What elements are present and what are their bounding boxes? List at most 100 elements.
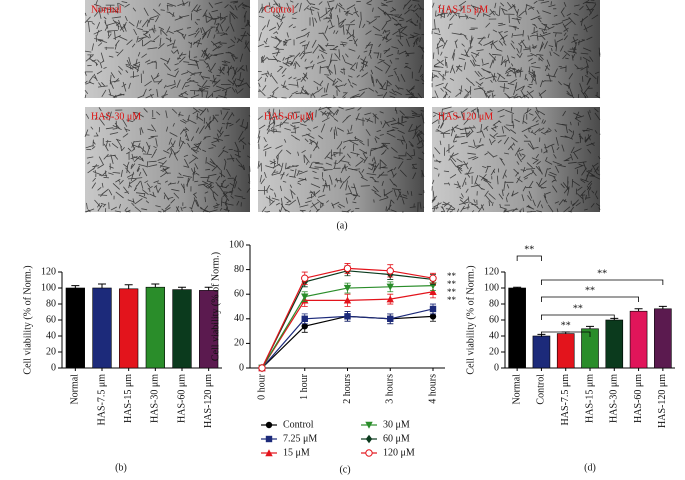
significance-label: ** xyxy=(585,285,595,296)
error-bar xyxy=(634,308,643,312)
significance-label: ** xyxy=(573,303,583,314)
cell-texture xyxy=(257,0,425,99)
panel-caption: (c) xyxy=(339,464,350,475)
cell-texture xyxy=(431,0,601,99)
y-tick-label: 20 xyxy=(489,346,499,357)
x-tick-label: HAS-7.5 μm xyxy=(560,374,571,426)
x-tick-label: HAS-120 μm xyxy=(203,374,214,428)
marker xyxy=(386,267,394,275)
bar xyxy=(508,287,526,369)
annotation: ** xyxy=(447,271,457,281)
panel-caption: (a) xyxy=(336,220,347,231)
marker xyxy=(365,449,373,457)
marker xyxy=(301,322,308,330)
legend-label: 60 μM xyxy=(383,433,410,444)
marker xyxy=(386,283,394,291)
legend-label: 30 μM xyxy=(383,419,410,430)
annotation: ** xyxy=(447,279,457,289)
significance-label: ** xyxy=(524,244,534,255)
marker xyxy=(387,315,394,322)
micrograph: HAS-120 μM xyxy=(431,106,601,213)
bar xyxy=(654,308,672,369)
image-label: HAS-60 μM xyxy=(264,111,314,122)
bar xyxy=(629,310,648,369)
error-bar xyxy=(513,286,522,288)
x-tick-label: HAS-60 μm xyxy=(176,374,187,423)
x-tick-label: HAS-60 μm xyxy=(633,374,644,423)
y-tick-label: 20 xyxy=(234,338,244,349)
micrograph: Normal xyxy=(84,0,251,99)
marker xyxy=(429,313,437,320)
bar xyxy=(145,286,165,369)
significance-bracket xyxy=(541,314,615,320)
bar xyxy=(556,333,575,369)
x-tick-label: Normal xyxy=(511,374,522,405)
y-tick-label: 80 xyxy=(46,298,56,309)
micrograph: HAS-15 μM xyxy=(431,0,601,99)
error-bar xyxy=(586,325,594,329)
y-tick-label: 120 xyxy=(41,266,56,277)
legend-label: 120 μM xyxy=(383,447,415,458)
micrograph: Control xyxy=(257,0,425,99)
cell-texture xyxy=(84,0,251,99)
y-tick-label: 60 xyxy=(234,288,244,299)
legend-label: 15 μM xyxy=(283,447,310,458)
y-tick-label: 40 xyxy=(489,330,499,341)
y-axis-label: Cell viability (% of Norm.) xyxy=(22,265,33,374)
error-bar xyxy=(98,283,106,288)
image-label: HAS-30 μM xyxy=(91,111,141,122)
y-tick-label: 120 xyxy=(484,266,499,277)
x-tick-label: HAS-30 μm xyxy=(150,374,161,423)
micrograph: HAS-60 μM xyxy=(257,106,425,213)
marker xyxy=(301,293,309,301)
y-tick-label: 80 xyxy=(489,298,499,309)
x-tick-label: 1 hour xyxy=(299,373,310,400)
panel-caption: (b) xyxy=(115,462,127,473)
y-tick-label: 100 xyxy=(229,239,244,250)
significance-bracket xyxy=(541,279,664,285)
bar xyxy=(65,287,85,369)
marker xyxy=(265,449,273,457)
error-bar xyxy=(658,305,667,309)
error-bar xyxy=(178,286,186,290)
y-tick-label: 0 xyxy=(494,362,499,373)
x-tick-label: Normal xyxy=(70,374,81,405)
x-tick-label: HAS-30 μm xyxy=(609,374,620,423)
bar xyxy=(119,288,139,369)
marker xyxy=(365,434,373,444)
bar xyxy=(172,289,192,369)
error-bar xyxy=(124,284,133,289)
marker xyxy=(343,296,352,304)
cell-texture xyxy=(84,107,251,213)
error-bar xyxy=(204,286,213,291)
significance-label: ** xyxy=(561,320,571,331)
marker xyxy=(258,364,266,372)
y-axis-label: Cell viability (% of Norm.) xyxy=(465,265,476,374)
marker xyxy=(429,274,437,282)
marker xyxy=(265,421,273,429)
bar xyxy=(532,335,551,369)
image-label: HAS-120 μM xyxy=(438,111,493,122)
error-bar xyxy=(151,283,160,288)
y-tick-label: 0 xyxy=(51,362,56,373)
image-label: HAS-15 μM xyxy=(438,4,488,15)
micrograph: HAS-30 μM xyxy=(84,107,251,213)
marker xyxy=(429,305,437,313)
y-tick-label: 40 xyxy=(46,330,56,341)
cell-texture xyxy=(431,106,601,213)
significance-bracket xyxy=(516,255,542,261)
marker xyxy=(386,295,394,303)
bar xyxy=(605,319,624,369)
significance-bracket xyxy=(541,331,591,337)
image-label: Normal xyxy=(91,4,122,15)
y-tick-label: 60 xyxy=(46,314,56,325)
marker xyxy=(301,274,309,282)
marker xyxy=(343,284,352,292)
y-tick-label: 0 xyxy=(239,362,244,373)
marker xyxy=(343,264,352,273)
marker xyxy=(365,421,373,429)
x-tick-label: HAS-15 μm xyxy=(123,374,134,423)
y-tick-label: 40 xyxy=(234,313,244,324)
y-tick-label: 100 xyxy=(41,282,56,293)
y-tick-label: 20 xyxy=(46,346,56,357)
